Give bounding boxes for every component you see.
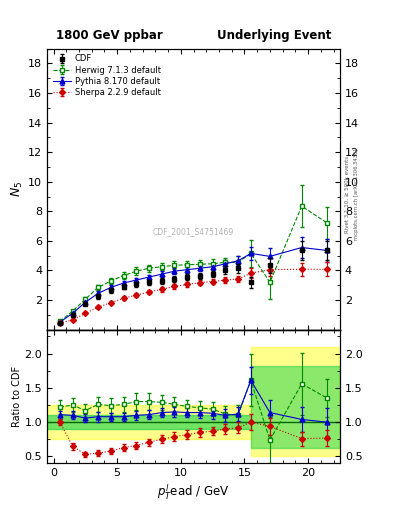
Text: Underlying Event: Underlying Event xyxy=(217,29,331,41)
Legend: CDF, Herwig 7.1.3 default, Pythia 8.170 default, Sherpa 2.2.9 default: CDF, Herwig 7.1.3 default, Pythia 8.170 … xyxy=(51,53,162,98)
Text: 1800 GeV ppbar: 1800 GeV ppbar xyxy=(56,29,163,41)
Text: CDF_2001_S4751469: CDF_2001_S4751469 xyxy=(153,227,234,236)
Bar xyxy=(251,366,340,449)
Text: Rivet 3.1.10, ≥ 500k events: Rivet 3.1.10, ≥ 500k events xyxy=(345,156,350,233)
Y-axis label: $N_5$: $N_5$ xyxy=(10,181,26,197)
Bar xyxy=(47,415,251,429)
Text: mcplots.cern.ch [arXiv:1306.3436]: mcplots.cern.ch [arXiv:1306.3436] xyxy=(354,149,359,240)
Y-axis label: Ratio to CDF: Ratio to CDF xyxy=(12,366,22,427)
Bar xyxy=(47,405,251,439)
X-axis label: $p_T^l$ead / GeV: $p_T^l$ead / GeV xyxy=(157,482,230,502)
Bar xyxy=(251,347,340,457)
